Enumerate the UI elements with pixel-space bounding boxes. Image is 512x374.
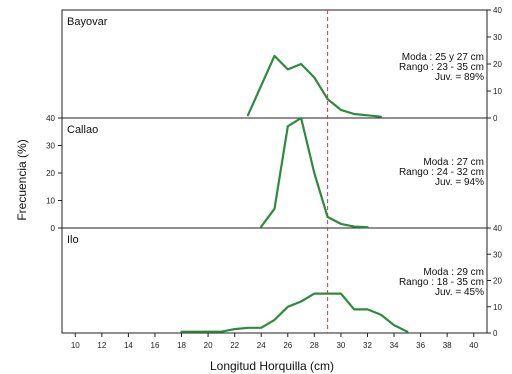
panel-annotation: Moda : 27 cm — [423, 157, 484, 168]
y-tick-label: 40 — [493, 224, 502, 233]
y-tick-label: 0 — [493, 114, 498, 123]
x-tick-label: 30 — [336, 341, 345, 350]
x-tick-label: 34 — [390, 341, 399, 350]
panel-title: Callao — [67, 124, 98, 136]
y-tick-label: 20 — [493, 277, 502, 286]
y-tick-label: 10 — [46, 197, 55, 206]
panel-annotation: Juv. = 89% — [435, 72, 484, 83]
panel-annotation: Moda : 25 y 27 cm — [402, 52, 484, 63]
y-tick-label: 30 — [46, 142, 55, 151]
y-tick-label: 40 — [493, 6, 502, 15]
panel-title: Ilo — [67, 234, 79, 246]
x-tick-label: 24 — [257, 341, 266, 350]
y-tick-label: 0 — [493, 329, 498, 338]
y-tick-label: 20 — [46, 169, 55, 178]
x-tick-label: 22 — [230, 341, 239, 350]
panel-annotation: Rango : 18 - 35 cm — [399, 277, 484, 288]
x-tick-label: 26 — [283, 341, 292, 350]
x-tick-label: 32 — [363, 341, 372, 350]
panel-frames — [61, 9, 488, 334]
x-tick-label: 36 — [416, 341, 425, 350]
panel-annotation: Rango : 23 - 35 cm — [399, 62, 484, 73]
x-axis-title: Longitud Horquilla (cm) — [210, 359, 334, 373]
series-line — [260, 116, 369, 229]
x-tick-label: 20 — [204, 341, 213, 350]
x-tick-label: 40 — [469, 341, 478, 350]
x-tick-label: 16 — [151, 341, 160, 350]
panel-annotation: Juv. = 45% — [435, 287, 484, 298]
x-axis: 10 12 14 16 18 20 22 24 26 28 30 32 34 36 38 40 — [71, 333, 479, 350]
x-tick-label: 10 — [71, 341, 80, 350]
series-line — [246, 54, 382, 118]
y-tick-label: 30 — [493, 33, 502, 42]
y-tick-label: 10 — [493, 303, 502, 312]
x-tick-label: 38 — [443, 341, 452, 350]
x-tick-label: 12 — [97, 341, 106, 350]
panel-title: Bayovar — [67, 16, 108, 28]
y-tick-label: 30 — [493, 250, 502, 259]
y-tick-label: 10 — [493, 87, 502, 96]
panel-annotation: Juv. = 94% — [435, 177, 484, 188]
panel-annotation: Moda : 29 cm — [423, 267, 484, 278]
y-tick-label: 40 — [46, 114, 55, 123]
series-line — [180, 292, 409, 333]
panel-annotation: Rango : 24 - 32 cm — [399, 167, 484, 178]
y-axis-title: Frecuencia (%) — [15, 139, 29, 220]
x-tick-label: 18 — [177, 341, 186, 350]
plot-frame — [61, 9, 488, 334]
y-tick-label: 20 — [493, 60, 502, 69]
x-tick-label: 14 — [124, 341, 133, 350]
x-tick-label: 28 — [310, 341, 319, 350]
y-tick-label: 0 — [51, 224, 56, 233]
